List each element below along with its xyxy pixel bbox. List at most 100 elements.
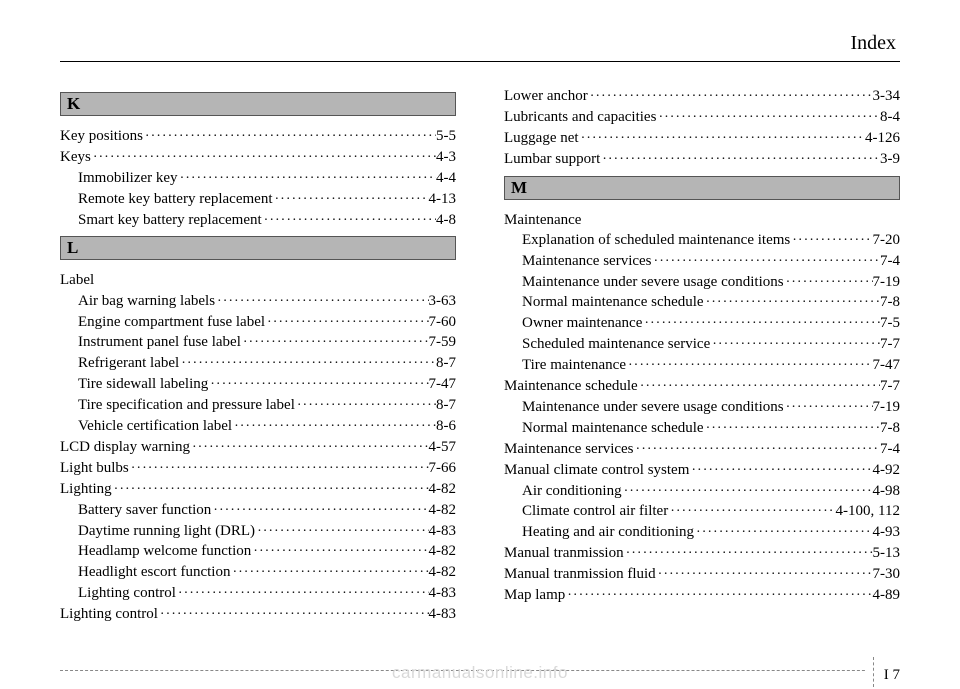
entry-label: Maintenance — [504, 210, 581, 230]
entry-page: 7-19 — [873, 397, 901, 417]
entry-page: 4-92 — [873, 460, 901, 480]
entry-label: Remote key battery replacement — [78, 189, 273, 209]
entry-page: 7-59 — [429, 332, 457, 352]
entry-page: 3-34 — [873, 86, 901, 106]
entry-label: Vehicle certification label — [78, 416, 232, 436]
index-entry: Lighting ·······························… — [60, 479, 456, 500]
section-letter: M — [504, 176, 900, 200]
entry-leader: ········································… — [262, 212, 436, 231]
entry-leader: ········································… — [668, 503, 835, 522]
entry-leader: ········································… — [178, 170, 436, 189]
entry-leader: ········································… — [190, 439, 429, 458]
index-entry: Refrigerant label ······················… — [60, 353, 456, 374]
page: Index KKey positions ···················… — [0, 0, 960, 689]
index-entry: Normal maintenance schedule ············… — [504, 418, 900, 439]
entry-page: 5-5 — [436, 126, 456, 146]
entry-page: 4-82 — [429, 479, 457, 499]
index-entry: Heating and air conditioning ···········… — [504, 522, 900, 543]
entry-label: Tire specification and pressure label — [78, 395, 295, 415]
section-letter: K — [60, 92, 456, 116]
entry-label: Normal maintenance schedule — [522, 292, 704, 312]
index-entry: Remote key battery replacement ·········… — [60, 189, 456, 210]
entry-page: 8-7 — [436, 395, 456, 415]
entry-label: Battery saver function — [78, 500, 211, 520]
entry-leader: ········································… — [265, 314, 428, 333]
index-entry: Keys ···································… — [60, 147, 456, 168]
entry-leader: ········································… — [588, 88, 873, 107]
entry-leader: ········································… — [143, 128, 436, 147]
index-entry: Tire specification and pressure label ··… — [60, 395, 456, 416]
entry-label: Luggage net — [504, 128, 579, 148]
entry-page: 4-82 — [429, 562, 457, 582]
entry-leader: ········································… — [176, 585, 429, 604]
entry-leader: ········································… — [579, 130, 865, 149]
entry-leader: ········································… — [642, 315, 880, 334]
index-entry: LCD display warning ····················… — [60, 437, 456, 458]
entry-label: Lumbar support — [504, 149, 600, 169]
entry-label: Keys — [60, 147, 91, 167]
entry-leader: ········································… — [232, 418, 436, 437]
entry-label: Explanation of scheduled maintenance ite… — [522, 230, 790, 250]
entry-leader: ········································… — [179, 355, 436, 374]
index-entry: Lighting control ·······················… — [60, 604, 456, 625]
index-entry: Smart key battery replacement ··········… — [60, 210, 456, 231]
entry-leader: ········································… — [158, 606, 429, 625]
entry-label: Maintenance services — [522, 251, 652, 271]
index-entry: Normal maintenance schedule ············… — [504, 292, 900, 313]
entry-label: Air bag warning labels — [78, 291, 215, 311]
entry-page: 4-82 — [429, 500, 457, 520]
entry-leader: ········································… — [710, 336, 880, 355]
index-entry: Map lamp ·······························… — [504, 585, 900, 606]
index-entry: Manual tranmission ·····················… — [504, 543, 900, 564]
entry-leader: ········································… — [694, 524, 872, 543]
index-entry: Maintenance services ···················… — [504, 439, 900, 460]
entry-leader: ········································… — [624, 545, 873, 564]
entry-leader: ········································… — [638, 378, 880, 397]
index-entry: Daytime running light (DRL) ············… — [60, 521, 456, 542]
entry-page: 4-83 — [429, 583, 457, 603]
entry-leader: ········································… — [565, 587, 872, 606]
entry-page: 7-60 — [429, 312, 457, 332]
entry-page: 7-4 — [880, 439, 900, 459]
entry-page: 4-83 — [429, 604, 457, 624]
entry-label: Tire maintenance — [522, 355, 626, 375]
entry-page: 4-57 — [429, 437, 457, 457]
entry-label: Light bulbs — [60, 458, 129, 478]
entry-leader: ········································… — [208, 376, 428, 395]
index-entry: Air conditioning ·······················… — [504, 481, 900, 502]
entry-leader: ········································… — [656, 566, 873, 585]
entry-label: Smart key battery replacement — [78, 210, 262, 230]
right-column: Lower anchor ···························… — [504, 86, 900, 625]
index-entry: Light bulbs ····························… — [60, 458, 456, 479]
entry-leader: ········································… — [241, 334, 429, 353]
entry-page: 7-4 — [880, 251, 900, 271]
entry-label: Manual tranmission — [504, 543, 624, 563]
index-entry: Headlight escort function ··············… — [60, 562, 456, 583]
entry-page: 4-13 — [429, 189, 457, 209]
entry-page: 4-82 — [429, 541, 457, 561]
entry-leader: ········································… — [704, 420, 880, 439]
entry-label: Lighting control — [78, 583, 176, 603]
index-entry: Engine compartment fuse label ··········… — [60, 312, 456, 333]
entry-label: Lower anchor — [504, 86, 588, 106]
index-entry: Tire maintenance ·······················… — [504, 355, 900, 376]
entry-leader: ········································… — [273, 191, 429, 210]
entry-label: Manual climate control system — [504, 460, 689, 480]
index-entry: Maintenance schedule ···················… — [504, 376, 900, 397]
watermark: carmanualsonline.info — [0, 663, 960, 683]
entry-label: Manual tranmission fluid — [504, 564, 656, 584]
index-entry: Explanation of scheduled maintenance ite… — [504, 230, 900, 251]
entry-page: 3-9 — [880, 149, 900, 169]
entry-leader: ········································… — [790, 232, 872, 251]
entry-page: 4-126 — [865, 128, 900, 148]
entry-leader: ········································… — [211, 502, 428, 521]
entry-page: 7-19 — [873, 272, 901, 292]
entry-label: Headlamp welcome function — [78, 541, 251, 561]
index-entry: Tire sidewall labeling ·················… — [60, 374, 456, 395]
index-entry: Luggage net ····························… — [504, 128, 900, 149]
index-entry: Manual tranmission fluid ···············… — [504, 564, 900, 585]
index-entry: Scheduled maintenance service ··········… — [504, 334, 900, 355]
entry-page: 4-100, 112 — [836, 501, 900, 521]
entry-page: 7-5 — [880, 313, 900, 333]
entry-leader: ········································… — [215, 293, 428, 312]
